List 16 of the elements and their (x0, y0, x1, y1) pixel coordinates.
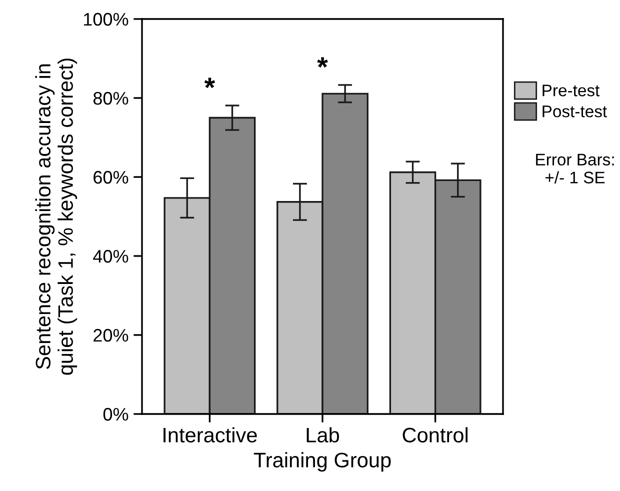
annotation: * (204, 78, 216, 88)
x-tick-label: Interactive (164, 427, 257, 442)
legend-label: Pre-test (542, 84, 600, 96)
annotation: * (317, 57, 328, 68)
x-tick-label: Lab (306, 427, 340, 442)
y-tick-label: 0% (103, 408, 128, 421)
x-tick-label: Control (402, 427, 468, 442)
y-tick-label: 100% (84, 12, 128, 26)
legend-label: Post-test (542, 106, 607, 118)
y-tick-label: 20% (94, 328, 128, 342)
text: Error Bars: +/- 1 SE (536, 154, 614, 184)
y-tick-label: 60% (94, 170, 128, 184)
y-tick-label: 80% (93, 92, 128, 105)
y-tick-label: 40% (93, 250, 128, 263)
y-axis-title: Sentence recognition accuracy in quiet (Task 1, % keywords correct) (35, 58, 78, 375)
x-axis-title: Training Group (254, 452, 391, 472)
